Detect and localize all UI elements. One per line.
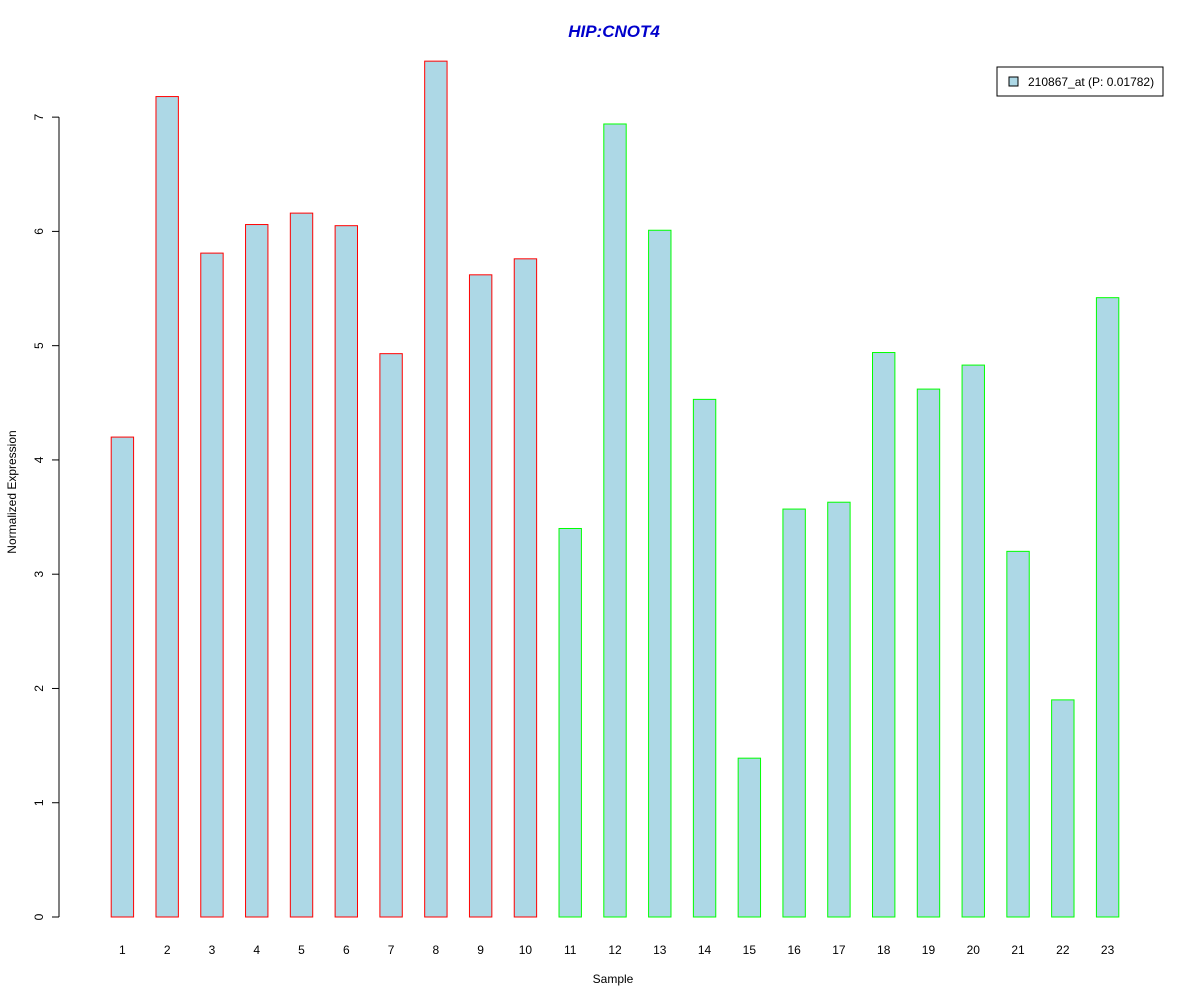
bar xyxy=(872,352,896,918)
y-axis-label: Normalized Expression xyxy=(5,430,19,553)
bar xyxy=(468,274,493,918)
x-tick-label: 19 xyxy=(922,943,936,957)
x-tick-label: 12 xyxy=(608,943,622,957)
x-tick-label: 10 xyxy=(519,943,533,957)
bar xyxy=(782,508,806,918)
x-tick-label: 9 xyxy=(477,943,484,957)
y-tick-label: 7 xyxy=(32,113,46,120)
x-tick-label: 22 xyxy=(1056,943,1070,957)
bar xyxy=(737,757,762,918)
bar xyxy=(110,436,135,918)
legend-label: 210867_at (P: 0.01782) xyxy=(1028,75,1154,89)
bar xyxy=(379,353,403,918)
x-tick-label: 8 xyxy=(433,943,440,957)
x-tick-label: 4 xyxy=(253,943,260,957)
bar xyxy=(155,96,179,918)
bar xyxy=(827,501,851,918)
y-tick-label: 6 xyxy=(32,228,46,235)
bar xyxy=(1006,550,1030,918)
bar xyxy=(424,60,448,918)
x-tick-labels: 1 2 3 4 5 6 7 8 9 10 11 12 13 14 15 16 17 18 19 20 21 22 23 xyxy=(119,943,1115,957)
bar xyxy=(245,224,269,918)
y-tick-label: 0 xyxy=(32,913,46,920)
x-tick-label: 1 xyxy=(119,943,126,957)
x-tick-label: 18 xyxy=(877,943,891,957)
legend-box xyxy=(996,66,1164,97)
x-tick-label: 21 xyxy=(1011,943,1025,957)
x-tick-label: 11 xyxy=(564,943,577,957)
bar xyxy=(558,527,582,918)
bar xyxy=(1051,699,1075,918)
x-tick-label: 14 xyxy=(698,943,712,957)
bar xyxy=(1095,297,1120,918)
y-axis: 0 1 2 3 4 5 6 7 xyxy=(32,113,60,920)
x-tick-label: 7 xyxy=(388,943,395,957)
y-tick-label: 2 xyxy=(32,685,46,692)
y-tick-label: 1 xyxy=(32,799,46,806)
legend-swatch xyxy=(1008,76,1019,87)
x-tick-label: 17 xyxy=(832,943,846,957)
x-tick-label: 15 xyxy=(743,943,757,957)
y-tick-label: 3 xyxy=(32,571,46,578)
x-tick-label: 23 xyxy=(1101,943,1115,957)
bar xyxy=(289,212,314,918)
x-axis-label: Sample xyxy=(593,972,634,986)
x-tick-label: 6 xyxy=(343,943,350,957)
bars xyxy=(110,60,1120,918)
chart-title: HIP:CNOT4 xyxy=(568,22,660,41)
bar xyxy=(513,258,538,918)
bar xyxy=(200,252,224,918)
bar xyxy=(961,364,985,918)
bar xyxy=(916,388,941,918)
bar xyxy=(334,225,359,918)
y-tick-label: 5 xyxy=(32,342,46,349)
y-tick-label: 4 xyxy=(32,456,46,463)
legend: 210867_at (P: 0.01782) xyxy=(996,66,1164,97)
x-tick-label: 13 xyxy=(653,943,667,957)
bar xyxy=(603,123,627,918)
x-tick-label: 5 xyxy=(298,943,305,957)
bar xyxy=(648,229,672,918)
x-tick-label: 16 xyxy=(787,943,801,957)
bar xyxy=(692,398,717,918)
x-tick-label: 20 xyxy=(967,943,981,957)
x-tick-label: 3 xyxy=(209,943,216,957)
x-tick-label: 2 xyxy=(164,943,171,957)
